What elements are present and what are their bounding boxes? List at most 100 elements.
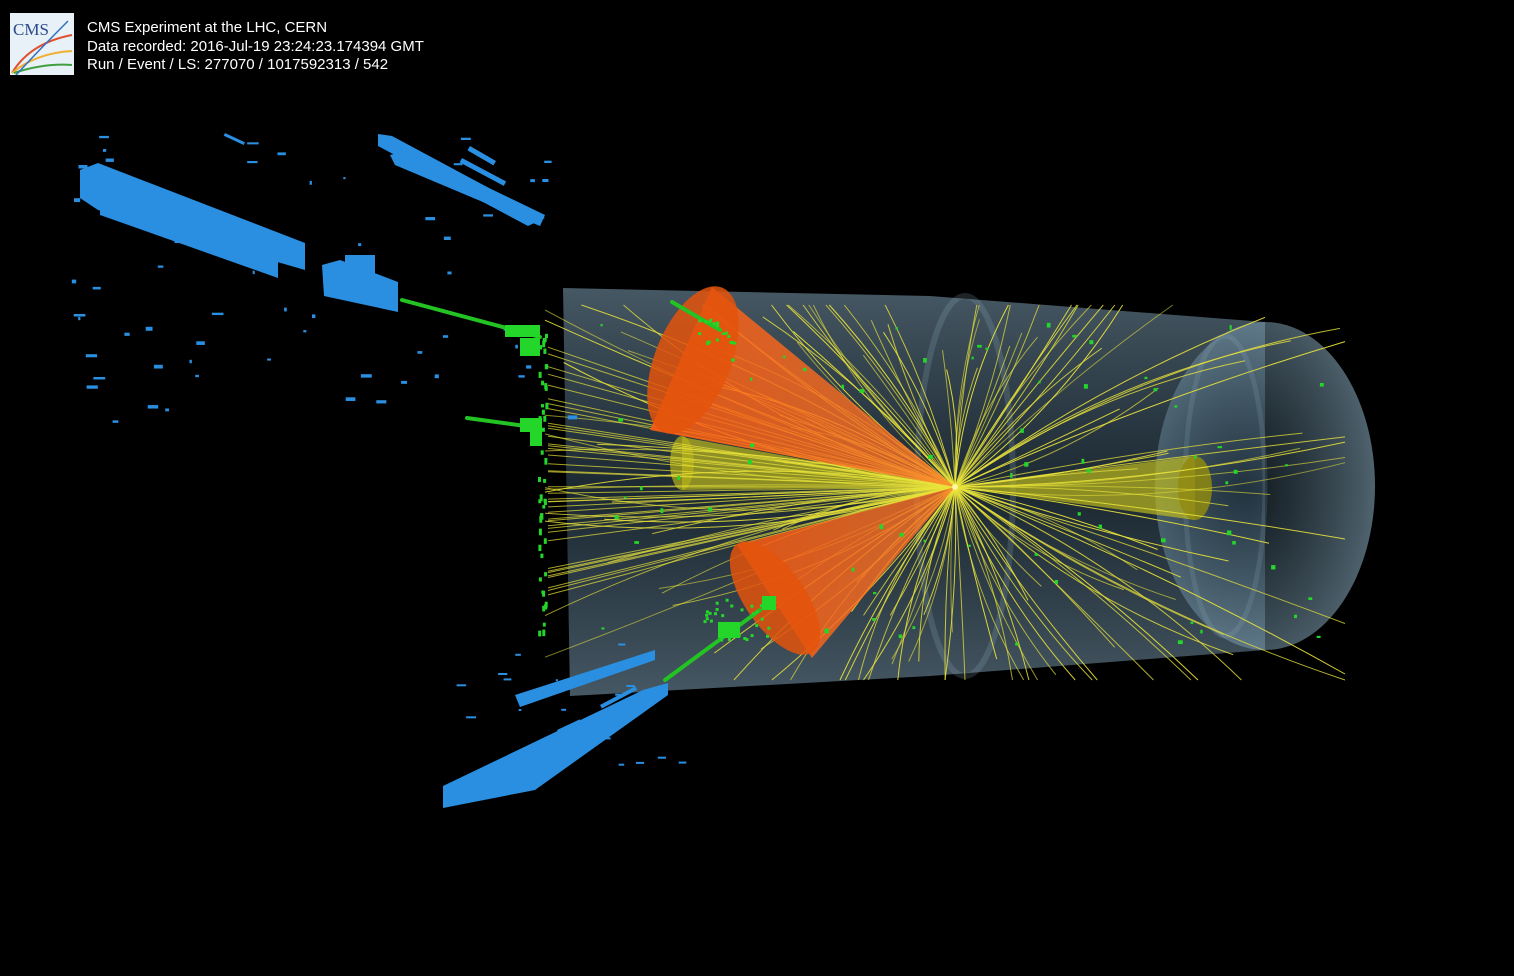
track	[897, 486, 956, 681]
rechit	[542, 340, 546, 348]
primary-vertex	[952, 484, 958, 490]
muon-hit	[211, 312, 224, 316]
run-event-ls: Run / Event / LS: 277070 / 1017592313 / …	[87, 56, 389, 73]
rechit	[715, 608, 719, 611]
rechit	[898, 634, 902, 639]
rechit	[705, 610, 709, 614]
rechit	[541, 409, 545, 415]
track	[954, 304, 1011, 488]
rechit	[541, 427, 545, 432]
muon-hit	[515, 344, 518, 349]
rechit	[767, 626, 771, 630]
rechit	[721, 614, 725, 618]
muon-hit	[524, 764, 534, 767]
rechit	[750, 604, 754, 608]
track	[547, 471, 956, 488]
rechit	[755, 610, 759, 614]
rechit	[750, 634, 754, 638]
muon-hit	[678, 761, 687, 764]
track	[954, 441, 1346, 488]
rechit	[539, 494, 543, 501]
track	[954, 304, 1116, 488]
track	[863, 486, 956, 681]
track	[547, 486, 956, 513]
muon-hit	[73, 314, 86, 317]
rechit	[538, 544, 542, 552]
muon-hit	[74, 198, 81, 203]
muon-hit	[303, 330, 307, 333]
rechit	[542, 338, 546, 344]
tracker-endcap	[1155, 322, 1375, 650]
muon-hit	[173, 199, 218, 218]
track	[547, 486, 956, 574]
rechit	[873, 592, 877, 595]
rechit	[1046, 322, 1051, 328]
track	[844, 486, 956, 681]
track	[812, 304, 956, 488]
muon-hit	[618, 763, 625, 766]
muon-hit	[92, 286, 101, 290]
rechit	[1194, 455, 1197, 459]
rechit	[971, 356, 974, 360]
muon-hit	[174, 240, 182, 244]
rechit	[600, 324, 603, 327]
track	[942, 350, 956, 488]
rechit	[703, 620, 707, 624]
muon-hit	[299, 259, 305, 263]
rechit	[1153, 388, 1158, 392]
track	[954, 304, 980, 488]
muon-hit	[309, 180, 312, 185]
track	[843, 304, 956, 488]
track	[954, 432, 1303, 488]
track	[547, 486, 956, 578]
track	[862, 354, 956, 488]
muon-chamber	[443, 683, 668, 808]
rechit	[750, 443, 755, 448]
jet-cone-right	[955, 456, 1195, 520]
track	[547, 486, 956, 533]
rechit	[755, 624, 759, 628]
rechit	[541, 404, 544, 408]
muon-hit	[603, 737, 611, 740]
muon-hit	[515, 653, 521, 656]
track	[954, 387, 1159, 488]
muon-hit	[442, 335, 449, 338]
muon-hit	[618, 643, 626, 646]
muon-chamber	[100, 192, 278, 278]
rechit	[872, 618, 876, 621]
muon-hit	[157, 265, 164, 268]
rechit	[724, 331, 728, 335]
rechit	[750, 377, 753, 381]
track	[808, 304, 956, 488]
calorimeter-rechits	[538, 318, 1324, 646]
cms-logo-text: CMS	[13, 20, 49, 39]
track	[954, 360, 1246, 488]
muon-hit	[460, 137, 471, 140]
track	[547, 486, 956, 529]
track	[954, 304, 1174, 488]
rechit	[1144, 376, 1148, 380]
rechit	[1160, 538, 1166, 543]
muon-hit	[78, 165, 88, 169]
rechit	[544, 458, 548, 465]
rechit	[623, 496, 627, 499]
muon-hit	[544, 160, 552, 164]
muon-hit	[567, 415, 578, 420]
rechit	[824, 628, 829, 634]
rechit	[704, 320, 708, 324]
muon-hit	[247, 161, 258, 164]
track	[954, 345, 1011, 488]
rechit	[618, 418, 623, 422]
track	[547, 454, 956, 488]
muon-hit	[453, 163, 463, 166]
rechit-cluster	[520, 418, 542, 432]
rechit	[783, 355, 786, 359]
rechit	[1010, 473, 1013, 478]
track	[954, 304, 1009, 488]
rechit	[545, 364, 549, 370]
rechit	[985, 347, 989, 350]
muon-chamber	[515, 650, 655, 707]
track	[547, 486, 956, 494]
